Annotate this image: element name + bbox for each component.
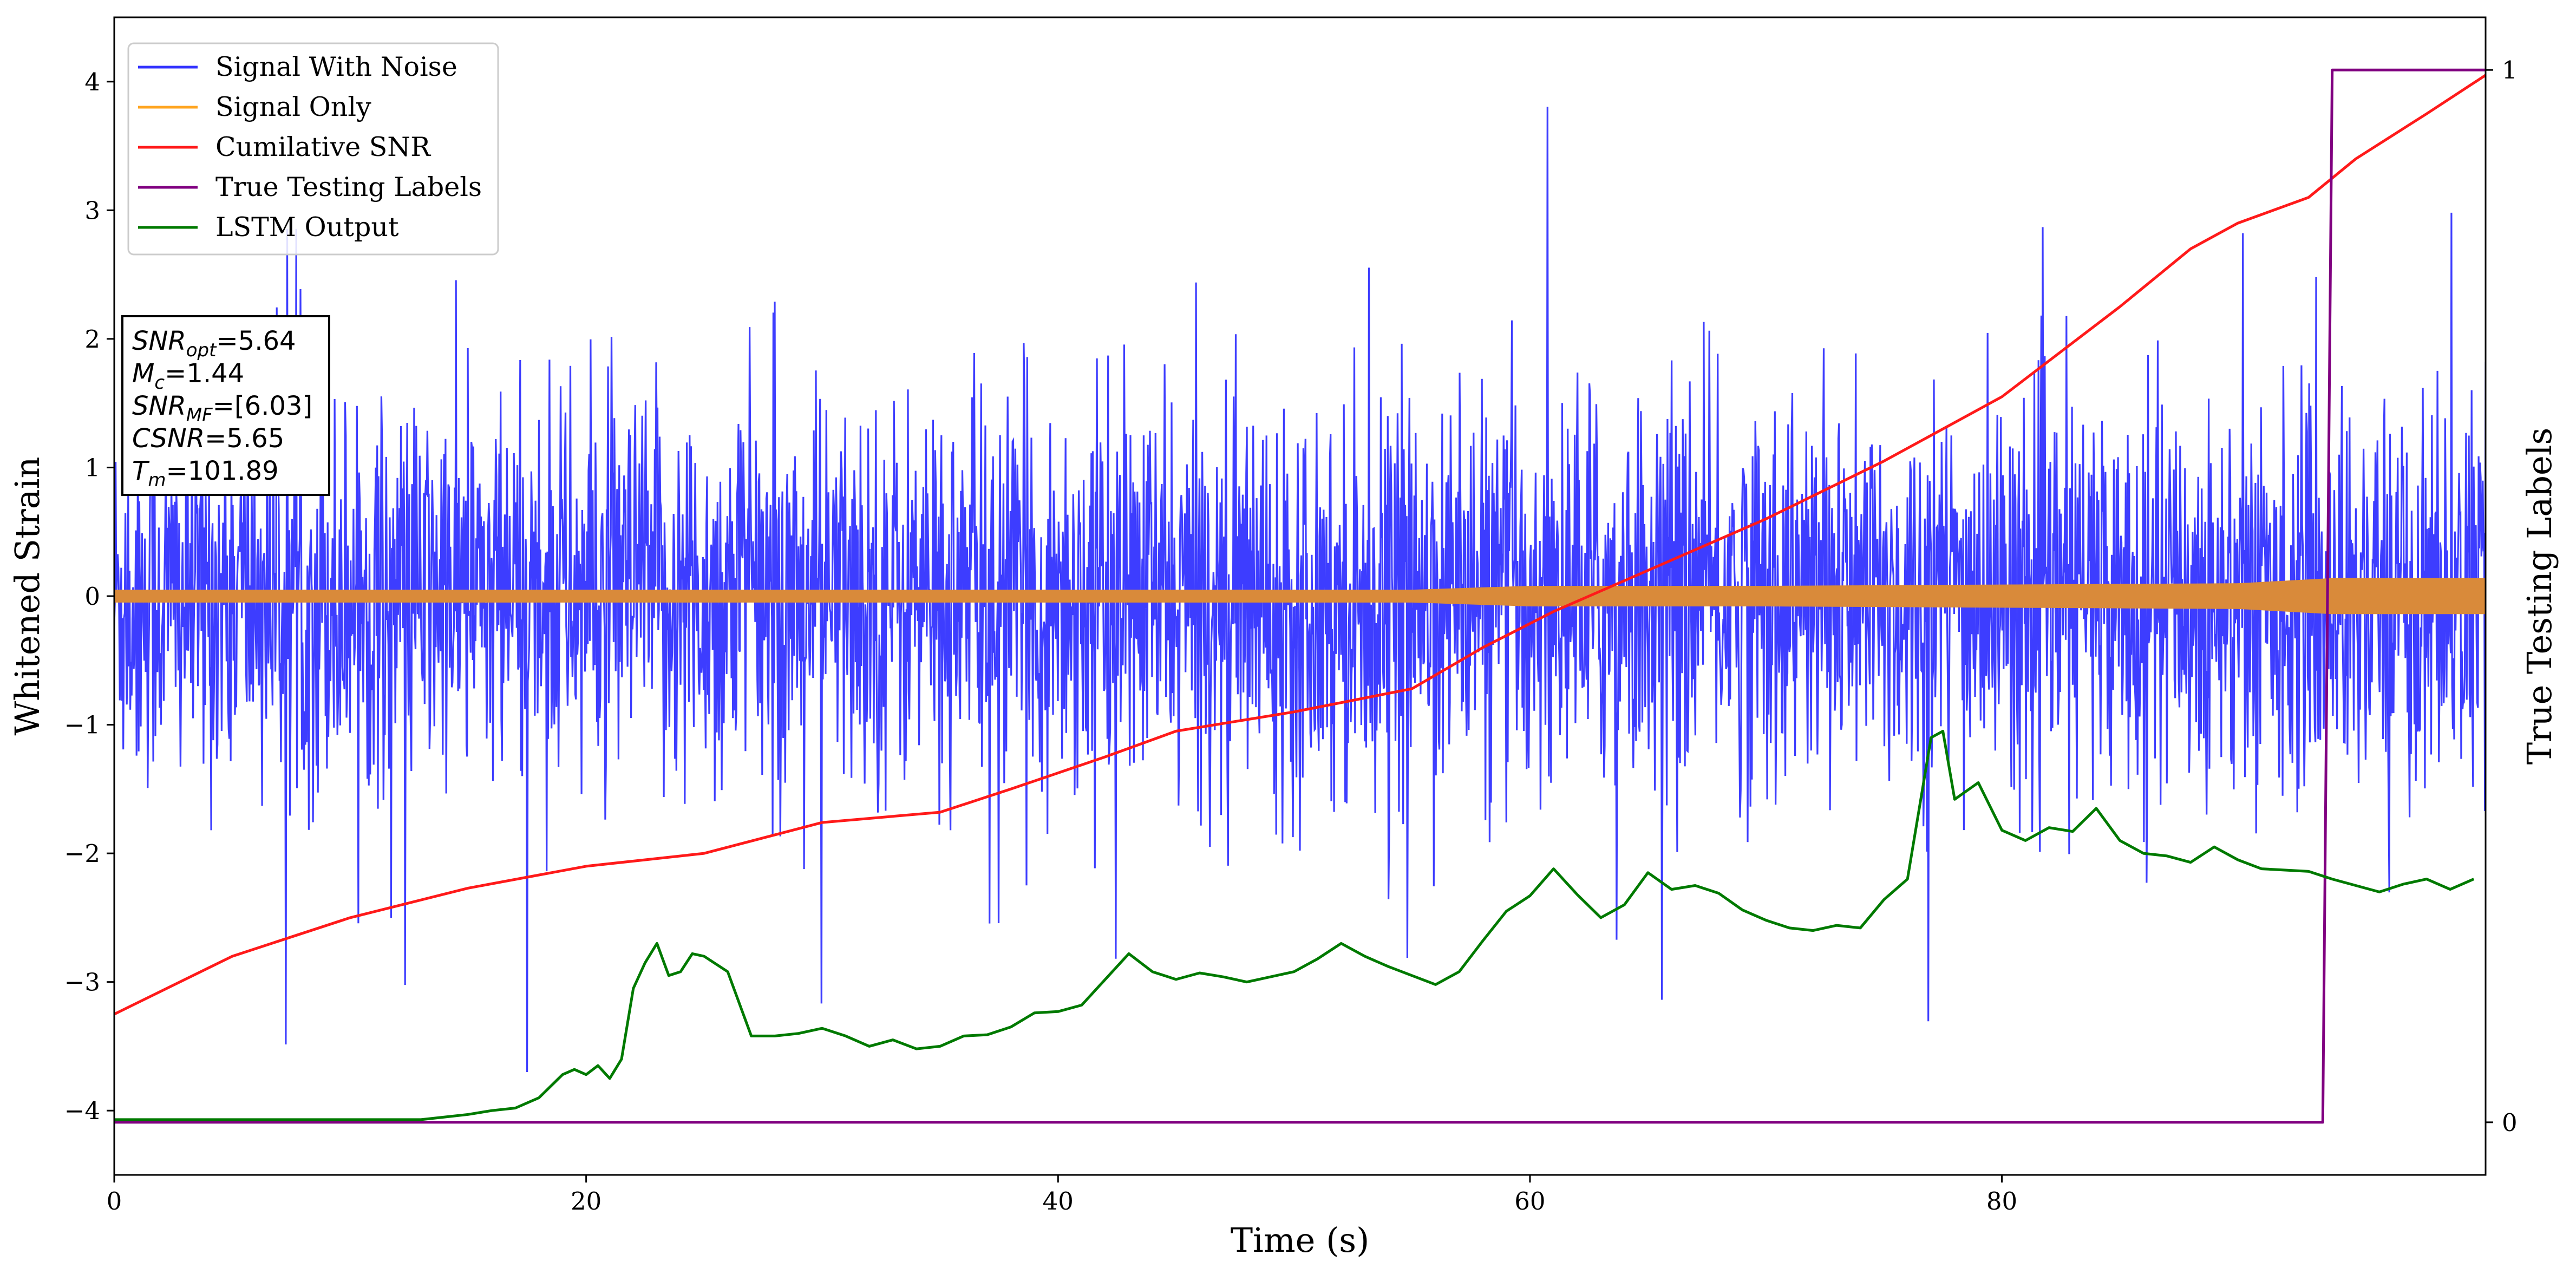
y-tick-label: 0 [84,582,100,611]
y2-axis-title: True Testing Labels [2520,428,2559,765]
x-tick-label: 40 [1043,1187,1074,1216]
series-signal-with-noise [114,107,2486,1073]
y-tick-label: 3 [84,196,100,225]
legend-label: Signal Only [215,92,371,122]
legend-label: True Testing Labels [215,172,482,202]
x-tick-label: 80 [1986,1187,2017,1216]
y2-tick-label: 0 [2502,1108,2518,1137]
annotation-line: SNRopt=5.64 [132,326,296,361]
y-tick-label: 4 [84,68,100,96]
annotation-line: SNRMF=[6.03] [132,391,312,426]
legend-label: Cumilative SNR [215,132,431,162]
series-lstm-output [114,729,2475,1121]
legend: Signal With Noise Signal Only Cumilative S… [127,42,499,256]
y-tick-label: −2 [64,839,100,868]
series-true-testing-labels [114,68,2486,1124]
legend-label: Signal With Noise [215,51,457,82]
x-tick-label: 0 [107,1187,122,1216]
y-tick-label: −4 [64,1096,100,1125]
annotation-frame [121,315,330,496]
series-signal-only [114,578,2486,615]
annotation-line: CSNR=5.65 [132,423,284,454]
x-tick-label: 20 [571,1187,601,1216]
plot-area [114,68,2486,1124]
legend-label: LSTM Output [215,212,399,243]
x-tick-label: 60 [1514,1187,1545,1216]
y2-tick-label: 1 [2502,56,2518,84]
legend-frame [127,42,499,256]
y-tick-label: −3 [64,968,100,997]
annotation-line: Mc=1.44 [132,358,244,394]
y-tick-label: 2 [84,325,100,354]
x-axis-title: Time (s) [1231,1220,1370,1260]
series-cumulative-snr [114,74,2486,1016]
y-tick-label: 1 [84,453,100,482]
y-axis-title: Whitened Strain [8,457,47,736]
y-tick-label: −1 [64,711,100,740]
annotation-line: Tm=101.89 [132,456,279,491]
annotation-box: SNRopt=5.64Mc=1.44SNRMF=[6.03]CSNR=5.65T… [121,315,330,496]
